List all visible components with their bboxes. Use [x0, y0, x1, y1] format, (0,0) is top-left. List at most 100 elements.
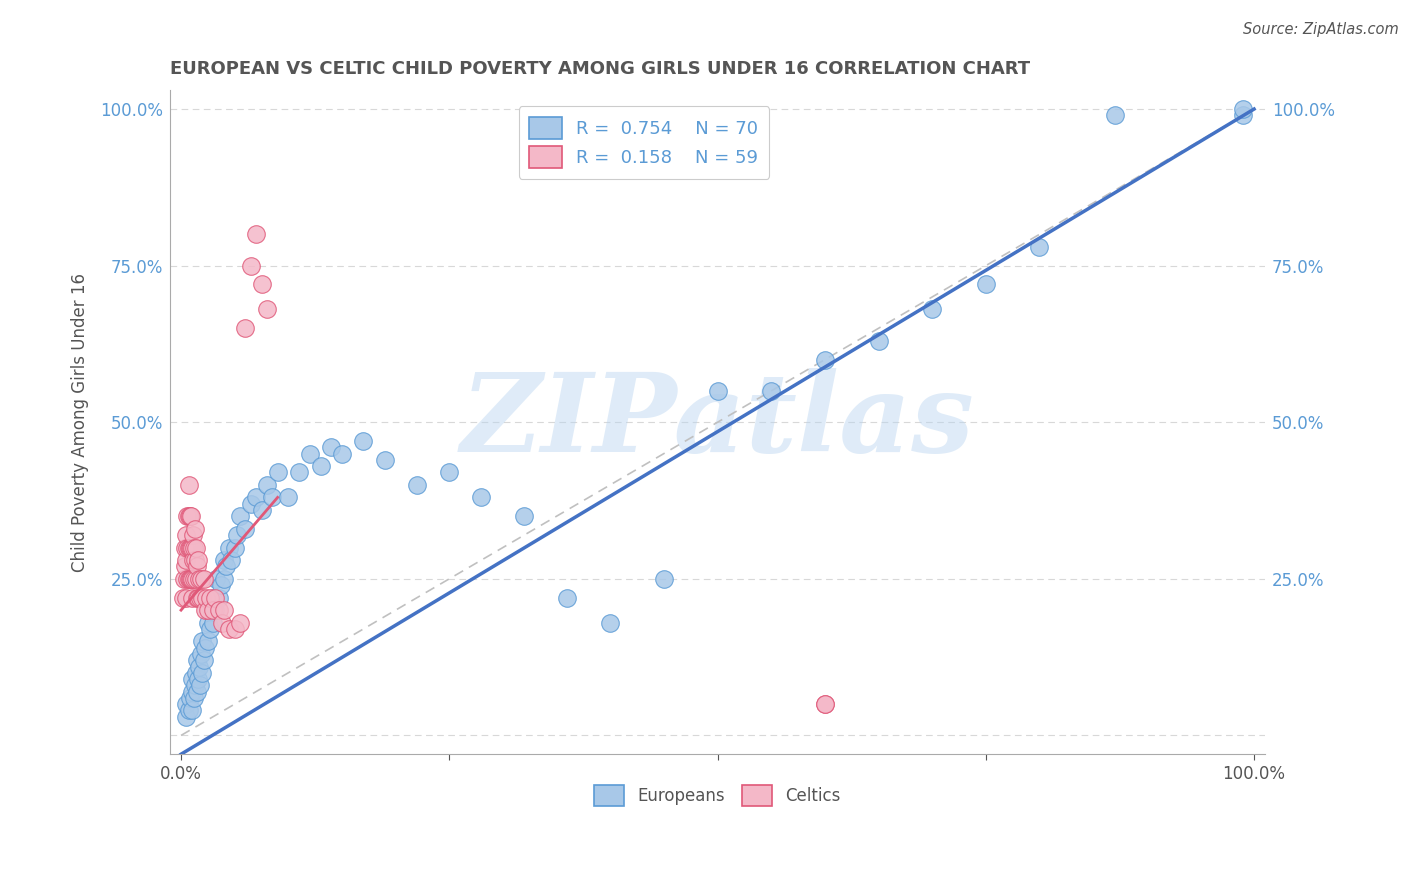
Point	[330, 446, 353, 460]
Point	[176, 591, 198, 605]
Point	[176, 528, 198, 542]
Point	[193, 653, 215, 667]
Y-axis label: Child Poverty Among Girls Under 16: Child Poverty Among Girls Under 16	[72, 273, 89, 572]
Point	[197, 634, 219, 648]
Point	[439, 466, 461, 480]
Point	[250, 277, 273, 292]
Point	[176, 572, 198, 586]
Point	[921, 302, 943, 317]
Point	[215, 559, 238, 574]
Point	[352, 434, 374, 448]
Point	[250, 503, 273, 517]
Point	[706, 384, 728, 398]
Point	[198, 591, 221, 605]
Point	[1028, 240, 1050, 254]
Point	[288, 466, 311, 480]
Point	[374, 452, 396, 467]
Point	[184, 522, 207, 536]
Point	[197, 603, 219, 617]
Point	[209, 578, 232, 592]
Point	[202, 591, 225, 605]
Point	[177, 478, 200, 492]
Text: EUROPEAN VS CELTIC CHILD POVERTY AMONG GIRLS UNDER 16 CORRELATION CHART: EUROPEAN VS CELTIC CHILD POVERTY AMONG G…	[170, 60, 1031, 78]
Point	[174, 559, 197, 574]
Point	[190, 572, 212, 586]
Point	[207, 603, 229, 617]
Point	[225, 528, 247, 542]
Point	[194, 640, 217, 655]
Point	[187, 672, 209, 686]
Point	[191, 634, 214, 648]
Point	[191, 591, 214, 605]
Point	[256, 478, 278, 492]
Point	[235, 522, 257, 536]
Point	[179, 690, 201, 705]
Point	[207, 591, 229, 605]
Point	[179, 541, 201, 555]
Point	[184, 553, 207, 567]
Point	[186, 591, 208, 605]
Point	[212, 553, 235, 567]
Point	[194, 603, 217, 617]
Point	[470, 491, 492, 505]
Point	[262, 491, 284, 505]
Point	[188, 678, 211, 692]
Point	[224, 622, 246, 636]
Point	[197, 615, 219, 630]
Point	[1232, 102, 1254, 116]
Point	[235, 321, 257, 335]
Point	[245, 227, 267, 242]
Point	[266, 466, 288, 480]
Point	[176, 697, 198, 711]
Point	[177, 541, 200, 555]
Point	[179, 509, 201, 524]
Point	[187, 591, 209, 605]
Point	[184, 541, 207, 555]
Point	[183, 690, 205, 705]
Point	[202, 603, 225, 617]
Point	[814, 697, 837, 711]
Point	[205, 572, 228, 586]
Point	[191, 665, 214, 680]
Point	[761, 384, 783, 398]
Text: Source: ZipAtlas.com: Source: ZipAtlas.com	[1243, 22, 1399, 37]
Point	[974, 277, 997, 292]
Point	[406, 478, 429, 492]
Point	[184, 678, 207, 692]
Point	[176, 541, 198, 555]
Point	[184, 572, 207, 586]
Point	[218, 622, 240, 636]
Point	[181, 553, 204, 567]
Point	[557, 591, 579, 605]
Point	[180, 541, 202, 555]
Point	[173, 572, 195, 586]
Point	[183, 572, 205, 586]
Point	[190, 647, 212, 661]
Point	[180, 703, 202, 717]
Point	[174, 541, 197, 555]
Point	[321, 440, 343, 454]
Point	[218, 541, 240, 555]
Point	[187, 553, 209, 567]
Point	[814, 352, 837, 367]
Point	[183, 541, 205, 555]
Point	[177, 572, 200, 586]
Point	[179, 572, 201, 586]
Point	[180, 591, 202, 605]
Point	[176, 709, 198, 723]
Point	[186, 684, 208, 698]
Point	[239, 259, 262, 273]
Point	[188, 572, 211, 586]
Point	[184, 665, 207, 680]
Point	[513, 509, 536, 524]
Point	[181, 528, 204, 542]
Point	[309, 459, 332, 474]
Point	[204, 603, 226, 617]
Point	[188, 591, 211, 605]
Point	[200, 603, 222, 617]
Point	[599, 615, 621, 630]
Point	[193, 572, 215, 586]
Legend: Europeans, Celtics: Europeans, Celtics	[588, 779, 848, 813]
Point	[229, 615, 252, 630]
Point	[194, 591, 217, 605]
